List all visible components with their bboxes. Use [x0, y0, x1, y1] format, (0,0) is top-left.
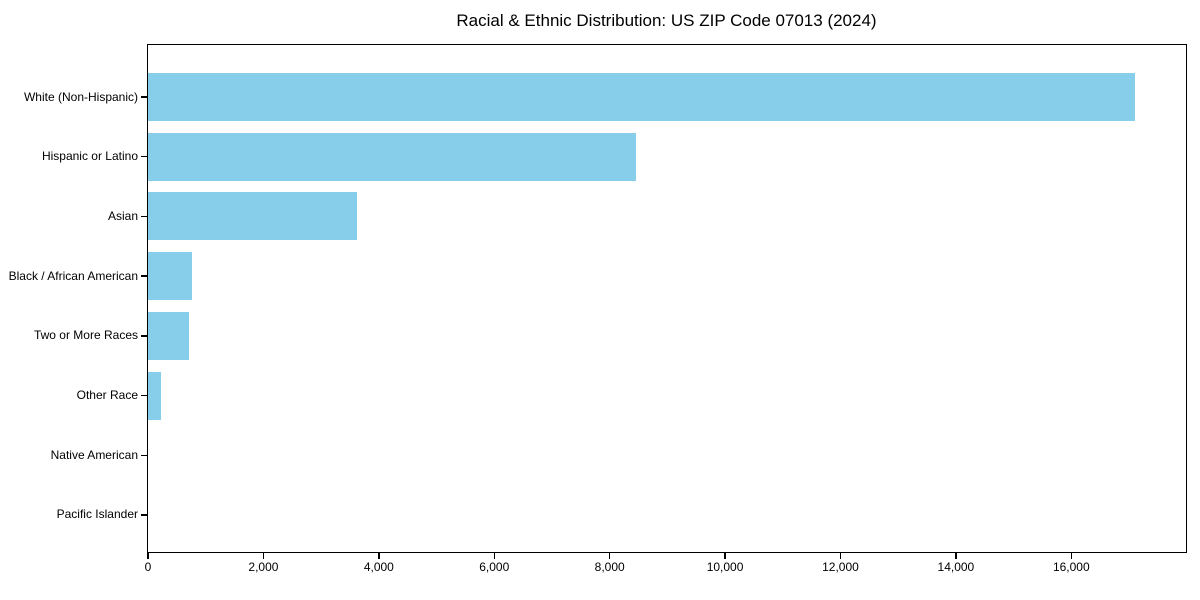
x-tick-mark: [262, 552, 265, 559]
x-tick-mark: [378, 552, 380, 559]
y-axis-label: White (Non-Hispanic): [23, 89, 138, 104]
x-axis-label: 14,000: [937, 560, 975, 574]
x-axis-label: 2,000: [248, 560, 279, 574]
y-tick-mark: [140, 275, 147, 277]
y-tick-mark: [140, 454, 147, 456]
chart-title: Racial & Ethnic Distribution: US ZIP Cod…: [456, 11, 877, 30]
bar: [148, 192, 357, 241]
x-tick-mark: [493, 552, 495, 559]
x-tick-mark: [839, 552, 842, 559]
x-tick-mark: [1070, 552, 1072, 559]
x-axis-label: 0: [144, 560, 152, 574]
y-axis-label: Two or More Races: [33, 328, 138, 343]
y-tick-mark: [140, 215, 147, 218]
bar: [148, 311, 189, 360]
x-axis-label: 10,000: [706, 560, 744, 574]
y-tick-mark: [140, 96, 147, 98]
y-axis-label: Other Race: [76, 388, 138, 403]
y-axis-label: Hispanic or Latino: [41, 149, 138, 164]
y-tick-mark: [140, 156, 147, 158]
bar: [148, 73, 1135, 121]
bar: [148, 132, 637, 181]
x-axis-label: 12,000: [822, 560, 859, 574]
y-axis-label: Asian: [107, 208, 138, 223]
bar: [148, 252, 192, 301]
x-tick-mark: [608, 552, 611, 559]
x-axis-label: 16,000: [1052, 560, 1090, 574]
y-axis-label: Pacific Islander: [56, 507, 138, 522]
y-tick-mark: [140, 514, 147, 516]
x-tick-mark: [147, 552, 149, 559]
plot-area: White (Non-Hispanic) Hispanic or Latino As…: [9, 43, 1187, 574]
x-tick-mark: [724, 552, 726, 559]
y-tick-mark: [140, 335, 147, 337]
y-axis-label: Black / African American: [8, 268, 138, 283]
x-axis-label: 8,000: [594, 560, 625, 574]
bar: [148, 371, 162, 420]
x-axis-label: 6,000: [479, 560, 510, 574]
x-axis-label: 4,000: [363, 560, 394, 574]
y-axis-label: Native American: [50, 447, 138, 462]
x-tick-mark: [955, 552, 957, 559]
y-tick-mark: [140, 394, 147, 397]
